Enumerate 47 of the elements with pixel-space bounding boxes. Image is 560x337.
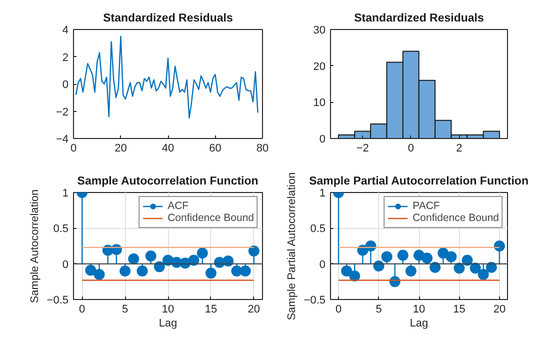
chart-title: Standardized Residuals	[103, 12, 233, 24]
x-tick-label: 5	[122, 304, 128, 316]
y-tick-label: 0.5	[310, 223, 326, 236]
x-tick-label: 15	[204, 304, 218, 316]
y-tick-label: 1	[319, 188, 326, 200]
y-axis-title: Sample Autocorrelation	[28, 189, 41, 304]
x-axis-title: Lag	[410, 318, 428, 330]
x-tick-label: 20	[493, 304, 506, 316]
x-tick-label: −2	[356, 142, 369, 154]
y-tick-label: 0	[62, 258, 69, 271]
y-tick-label: 0	[62, 79, 69, 91]
x-tick-label: 5	[376, 304, 382, 316]
chart-title: Standardized Residuals	[354, 12, 484, 24]
x-tick-label: 10	[412, 304, 426, 316]
y-tick-label: −4	[56, 134, 69, 146]
x-tick-label: 2	[456, 142, 462, 154]
y-tick-label: 20	[313, 60, 326, 73]
x-tick-label: 0	[335, 304, 342, 316]
legend-label: ACF	[168, 200, 189, 212]
y-tick-label: 30	[313, 24, 326, 36]
y-tick-label: 4	[62, 24, 69, 36]
x-tick-label: 20	[248, 304, 260, 316]
chart-title: Sample Partial Autocorrelation Function	[309, 176, 528, 188]
x-tick-label: 0	[70, 142, 77, 154]
legend-label: Confidence Bound	[412, 212, 499, 224]
x-axis-title: Lag	[158, 318, 178, 330]
x-tick-label: 20	[114, 142, 127, 154]
x-tick-label: 0	[79, 304, 86, 316]
x-tick-label: 10	[162, 304, 174, 316]
y-tick-label: 0.5	[53, 223, 69, 236]
x-tick-label: 60	[209, 142, 222, 154]
legend-label: PACF	[412, 200, 440, 212]
y-tick-label: 0	[319, 258, 326, 271]
x-tick-label: 80	[256, 142, 269, 154]
x-tick-label: 40	[162, 142, 174, 154]
y-tick-label: 1	[62, 188, 69, 200]
y-axis-title: Sample Partial Autocorrelation	[286, 172, 298, 320]
y-tick-label: 2	[62, 52, 69, 64]
y-tick-label: −0.5	[304, 294, 326, 306]
y-tick-label: −0.5	[46, 294, 69, 306]
y-tick-label: 10	[313, 97, 326, 110]
x-tick-label: 15	[453, 304, 466, 316]
y-tick-label: −2	[56, 106, 69, 118]
y-tick-label: 0	[319, 134, 326, 146]
legend-label: Confidence Bound	[168, 212, 254, 224]
chart-title: Sample Autocorrelation Function	[77, 176, 258, 188]
x-tick-label: 0	[408, 142, 414, 154]
